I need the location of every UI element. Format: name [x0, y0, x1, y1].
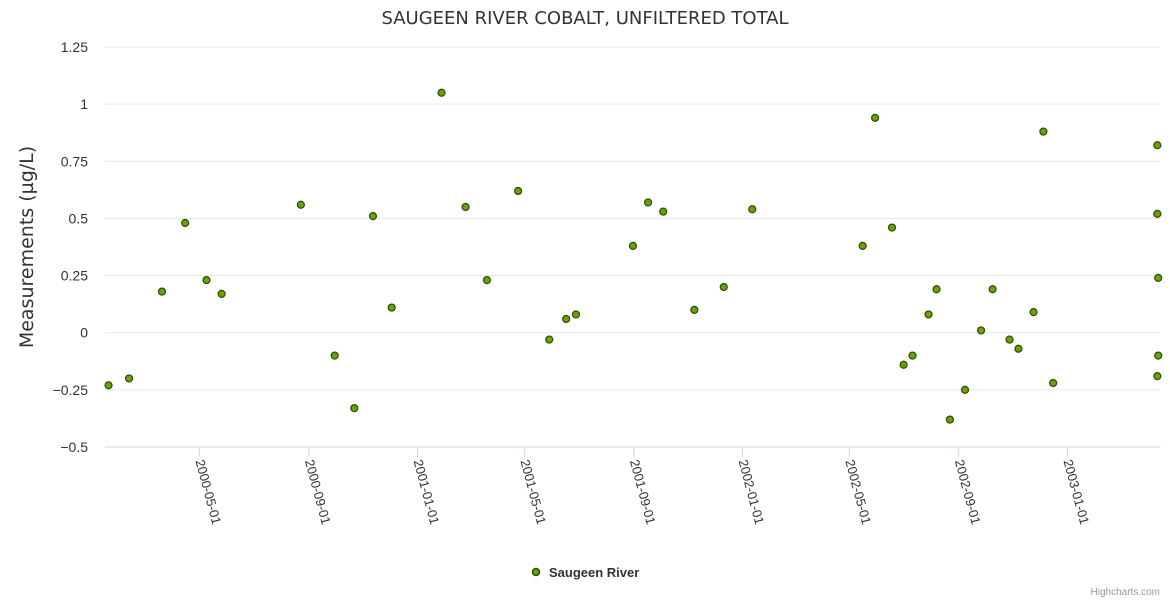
- data-point[interactable]: [1029, 308, 1038, 317]
- y-tick-label: 0.25: [61, 268, 88, 284]
- data-point[interactable]: [924, 310, 933, 319]
- data-point[interactable]: [368, 212, 378, 221]
- data-point[interactable]: [387, 303, 396, 312]
- legend-marker-icon: [531, 567, 541, 577]
- data-point[interactable]: [976, 326, 986, 335]
- data-point[interactable]: [461, 202, 470, 212]
- x-tick-label: 2002-05-01: [842, 458, 874, 526]
- data-point[interactable]: [1039, 127, 1048, 136]
- x-tick-label: 2000-09-01: [302, 458, 334, 526]
- data-point[interactable]: [1153, 372, 1162, 381]
- data-point[interactable]: [350, 404, 359, 413]
- grid-layer: [105, 46, 1160, 448]
- x-axis: 2000-05-01 2000-09-01 2001-01-01 2001-05-01…: [192, 447, 1092, 526]
- data-point[interactable]: [571, 310, 581, 319]
- chart-title: SAUGEEN RIVER COBALT, UNFILTERED TOTAL: [381, 8, 788, 29]
- credits-link[interactable]: Highcharts.com: [1091, 587, 1160, 598]
- data-point[interactable]: [887, 223, 897, 232]
- data-point[interactable]: [181, 218, 190, 228]
- data-point[interactable]: [1014, 344, 1023, 353]
- y-tick-label: 1.25: [61, 39, 88, 55]
- x-tick-label: 2002-01-01: [736, 458, 768, 526]
- data-point[interactable]: [296, 200, 305, 209]
- data-point[interactable]: [437, 88, 446, 97]
- data-point[interactable]: [960, 385, 970, 394]
- data-point[interactable]: [545, 335, 554, 344]
- data-point[interactable]: [157, 287, 167, 296]
- x-tick-label: 2000-05-01: [192, 458, 224, 526]
- y-tick-label: 0.75: [61, 153, 88, 169]
- y-axis: −0.5 −0.25 0 0.25 0.5 0.75 1 1.25: [53, 39, 89, 455]
- data-point[interactable]: [513, 186, 523, 196]
- data-point[interactable]: [719, 282, 728, 292]
- data-point[interactable]: [643, 198, 653, 207]
- data-point[interactable]: [1005, 335, 1014, 344]
- y-axis-label: Measurements (µg/L): [16, 146, 38, 348]
- data-point[interactable]: [748, 205, 757, 214]
- data-point[interactable]: [871, 113, 880, 122]
- x-tick-label: 2002-09-01: [952, 458, 984, 526]
- series-saugeen-river[interactable]: [104, 88, 1163, 424]
- data-point[interactable]: [482, 276, 492, 285]
- legend-label: Saugeen River: [549, 565, 639, 580]
- y-tick-label: −0.5: [60, 439, 88, 455]
- data-point[interactable]: [858, 241, 867, 250]
- x-tick-label: 2001-01-01: [411, 458, 443, 526]
- data-point[interactable]: [690, 305, 699, 314]
- data-point[interactable]: [217, 289, 226, 298]
- data-point[interactable]: [124, 374, 134, 383]
- data-point[interactable]: [1153, 141, 1162, 150]
- y-tick-label: 0: [80, 325, 88, 341]
- data-point[interactable]: [988, 285, 997, 294]
- data-point[interactable]: [202, 276, 211, 285]
- data-point[interactable]: [899, 360, 908, 369]
- data-point[interactable]: [1154, 351, 1163, 360]
- y-tick-label: 0.5: [69, 210, 89, 226]
- data-point[interactable]: [1049, 378, 1058, 388]
- x-tick-label: 2001-05-01: [517, 458, 549, 526]
- data-point[interactable]: [330, 351, 339, 360]
- data-point[interactable]: [908, 351, 917, 360]
- data-point[interactable]: [562, 314, 571, 324]
- y-tick-label: 1: [80, 96, 88, 112]
- data-point[interactable]: [932, 285, 941, 294]
- x-tick-label: 2003-01-01: [1061, 458, 1093, 526]
- data-point[interactable]: [1153, 209, 1162, 218]
- data-point[interactable]: [659, 207, 668, 216]
- y-tick-label: −0.25: [53, 382, 89, 398]
- data-point[interactable]: [628, 241, 638, 250]
- data-point[interactable]: [104, 381, 113, 390]
- data-point[interactable]: [1154, 273, 1163, 282]
- data-point[interactable]: [945, 415, 954, 424]
- legend[interactable]: Saugeen River: [531, 565, 640, 580]
- x-tick-label: 2001-09-01: [627, 458, 659, 526]
